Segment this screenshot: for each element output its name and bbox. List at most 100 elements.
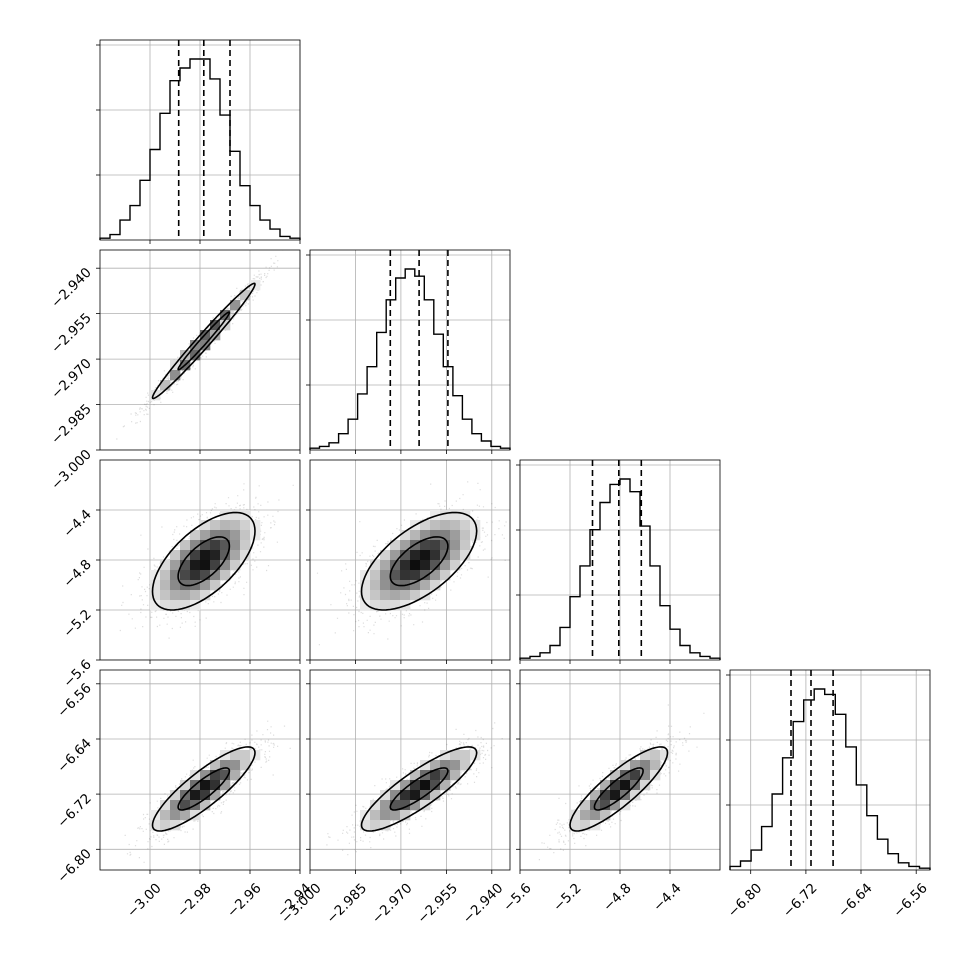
density-cell xyxy=(390,600,401,611)
density-cell xyxy=(230,530,241,541)
density-cell xyxy=(450,540,461,551)
density-cell xyxy=(420,570,431,581)
density-cell xyxy=(240,760,251,771)
density-cell xyxy=(420,760,431,771)
density-cell xyxy=(470,750,481,761)
contour-line xyxy=(151,746,256,832)
density-cell xyxy=(210,540,221,551)
density-cell xyxy=(190,570,201,581)
scatter-panel-3-0 xyxy=(99,669,301,871)
scatter-frame xyxy=(309,669,511,871)
density-cell xyxy=(570,820,581,831)
density-cell xyxy=(370,560,381,571)
x-tick-label: −4.4 xyxy=(650,880,684,914)
density-cell xyxy=(180,560,191,571)
density-cell xyxy=(160,590,171,601)
panel-content xyxy=(100,460,300,660)
hist-panel-3 xyxy=(726,669,931,871)
density-cell xyxy=(180,590,191,601)
x-tick-label: −6.80 xyxy=(725,880,766,921)
density-cell xyxy=(370,570,381,581)
scatter-panel-3-1 xyxy=(309,669,511,871)
density-cell xyxy=(450,750,461,761)
density-cell xyxy=(600,800,611,811)
density-cell xyxy=(430,560,441,571)
density-cell xyxy=(460,540,471,551)
y-tick-label: −4.4 xyxy=(60,507,94,541)
density-cell xyxy=(190,550,201,561)
density-cell xyxy=(420,580,431,591)
density-cell xyxy=(380,570,391,581)
density-cell xyxy=(460,750,471,761)
density-cell xyxy=(430,540,441,551)
density-cell xyxy=(150,580,161,591)
density-cell xyxy=(450,560,461,571)
density-cell xyxy=(430,520,441,531)
density-cell xyxy=(610,780,621,791)
density-cell xyxy=(610,790,621,801)
density-cell xyxy=(430,510,441,521)
density-cell xyxy=(190,810,201,821)
density-cell xyxy=(430,550,441,561)
density-cell xyxy=(450,510,461,521)
panel-content xyxy=(100,250,300,450)
density-cell xyxy=(170,550,181,561)
x-tick-label: −4.8 xyxy=(600,880,634,914)
density-cell xyxy=(200,570,211,581)
density-cell xyxy=(210,550,221,561)
density-cell xyxy=(440,770,451,781)
density-cell xyxy=(410,790,421,801)
density-cell xyxy=(420,540,431,551)
density-cell xyxy=(420,560,431,571)
density-cell xyxy=(180,600,191,611)
density-cell xyxy=(240,530,251,541)
density-cell xyxy=(390,550,401,561)
density-cell xyxy=(450,520,461,531)
density-cell xyxy=(220,760,231,771)
contour-line xyxy=(389,767,449,811)
panel-content xyxy=(310,670,510,870)
density-cell xyxy=(210,530,221,541)
density-cell xyxy=(630,790,641,801)
density-cell xyxy=(200,530,211,541)
density-cell xyxy=(400,530,411,541)
density-cell xyxy=(200,770,211,781)
density-cell xyxy=(610,770,621,781)
density-cell xyxy=(170,590,181,601)
density-cell xyxy=(180,810,191,821)
density-cell xyxy=(170,580,181,591)
contour-line xyxy=(177,311,231,371)
density-cell xyxy=(170,820,181,831)
density-cell xyxy=(210,790,221,801)
density-cell xyxy=(210,520,221,531)
density-cell xyxy=(160,800,171,811)
density-cell xyxy=(180,570,191,581)
x-tick-label: −6.64 xyxy=(835,880,876,921)
scatter-panel-3-2 xyxy=(519,669,721,871)
contour-line xyxy=(389,536,449,587)
density-cell xyxy=(450,770,461,781)
density-cell xyxy=(650,750,661,761)
density-cell xyxy=(220,770,231,781)
contour-line xyxy=(569,746,669,832)
y-tick-label: −6.80 xyxy=(54,846,95,887)
density-cell xyxy=(640,760,651,771)
density-cell xyxy=(180,540,191,551)
density-cell xyxy=(430,570,441,581)
contour-line xyxy=(151,511,256,611)
density-cell xyxy=(230,540,241,551)
density-cell xyxy=(360,580,371,591)
y-tick-label: −4.8 xyxy=(60,557,94,591)
density-cell xyxy=(460,760,471,771)
density-cell xyxy=(370,810,381,821)
density-cell xyxy=(420,800,431,811)
density-cell xyxy=(570,810,581,821)
density-cell xyxy=(150,820,161,831)
density-cell xyxy=(360,820,371,831)
density-cell xyxy=(170,600,181,611)
density-cell xyxy=(160,600,171,611)
hist-panel-1 xyxy=(306,249,511,451)
density-cell xyxy=(410,590,421,601)
density-cell xyxy=(200,590,211,601)
density-cell xyxy=(250,520,261,531)
